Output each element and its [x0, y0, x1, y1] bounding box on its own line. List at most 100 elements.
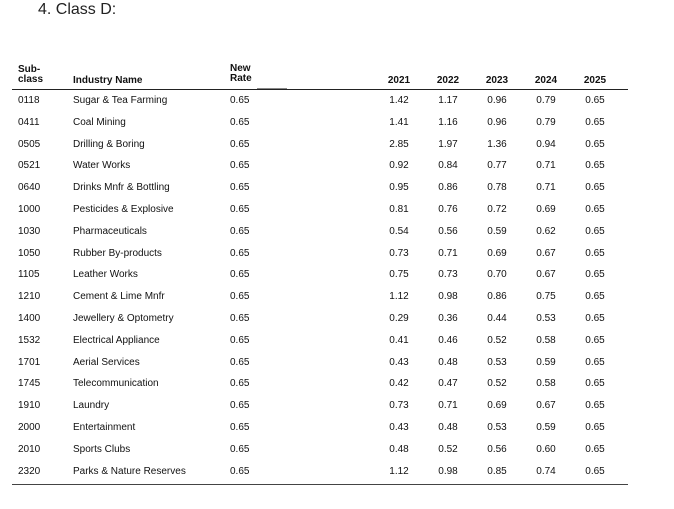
subclass-cell: 0505 [18, 138, 41, 150]
year-value-cell: 0.65 [585, 356, 605, 368]
new-rate-cell: 0.65 [230, 334, 250, 346]
rate-table: Sub- class Industry Name New Rate 2021 2… [12, 63, 628, 486]
table-row: 1105 Leather Works 0.65 0.75 0.73 0.70 0.67 0.6… [12, 264, 628, 286]
subclass-cell: 0521 [18, 160, 41, 172]
year-value-cell: 0.67 [536, 400, 556, 412]
year-value-cell: 1.36 [487, 138, 507, 150]
year-value-cell: 0.98 [438, 291, 458, 303]
year-value-cell: 0.59 [536, 356, 556, 368]
header-new-rate: New Rate [230, 63, 252, 84]
year-value-cell: 0.67 [536, 247, 556, 259]
table-body: 0118 Sugar & Tea Farming 0.65 1.42 1.17 0.96 0… [12, 90, 628, 482]
year-value-cell: 0.65 [585, 247, 605, 259]
table-row: 1400 Jewellery & Optometry 0.65 0.29 0.36 0.4… [12, 308, 628, 330]
industry-name-cell: Sugar & Tea Farming [73, 95, 168, 106]
year-value-cell: 0.58 [536, 378, 556, 390]
year-value-cell: 0.92 [389, 160, 409, 172]
year-value-cell: 0.48 [438, 356, 458, 368]
subclass-cell: 2010 [18, 443, 41, 455]
new-rate-cell: 0.65 [230, 443, 250, 455]
subclass-cell: 0640 [18, 182, 41, 194]
year-value-cell: 0.72 [487, 203, 507, 215]
year-value-cell: 0.56 [487, 443, 507, 455]
year-value-cell: 0.65 [585, 160, 605, 172]
year-value-cell: 0.78 [487, 182, 507, 194]
year-value-cell: 0.65 [585, 312, 605, 324]
year-value-cell: 0.70 [487, 269, 507, 281]
year-value-cell: 0.71 [438, 247, 458, 259]
year-value-cell: 0.65 [585, 225, 605, 237]
year-value-cell: 0.69 [536, 203, 556, 215]
header-subclass: Sub- class [18, 64, 44, 85]
header-rule [257, 88, 287, 89]
year-value-cell: 0.46 [438, 334, 458, 346]
industry-name-cell: Cement & Lime Mnfr [73, 291, 165, 303]
subclass-cell: 1105 [18, 269, 40, 281]
new-rate-cell: 0.65 [230, 421, 250, 433]
year-value-cell: 0.43 [389, 356, 409, 368]
year-value-cell: 0.59 [536, 421, 556, 433]
industry-name-cell: Drinks Mnfr & Bottling [73, 182, 170, 194]
year-value-cell: 0.85 [487, 465, 507, 477]
header-year: 2022 [436, 75, 460, 86]
year-value-cell: 0.29 [389, 312, 409, 324]
year-value-cell: 0.79 [536, 95, 556, 106]
new-rate-cell: 0.65 [230, 116, 250, 128]
year-value-cell: 0.54 [389, 225, 409, 237]
year-value-cell: 1.17 [438, 95, 458, 106]
industry-name-cell: Jewellery & Optometry [73, 312, 174, 324]
new-rate-cell: 0.65 [230, 225, 250, 237]
new-rate-cell: 0.65 [230, 203, 250, 215]
new-rate-cell: 0.65 [230, 160, 250, 172]
table-row: 1745 Telecommunication 0.65 0.42 0.47 0.52 0.5… [12, 373, 628, 395]
table-row: 2320 Parks & Nature Reserves 0.65 1.12 0.98 0… [12, 461, 628, 483]
section-heading: 4. Class D: [38, 1, 117, 18]
year-value-cell: 0.71 [438, 400, 458, 412]
subclass-cell: 2320 [18, 465, 41, 477]
year-value-cell: 0.47 [438, 378, 458, 390]
new-rate-cell: 0.65 [230, 465, 250, 477]
table-row: 0118 Sugar & Tea Farming 0.65 1.42 1.17 0.96 0… [12, 90, 628, 112]
industry-name-cell: Electrical Appliance [73, 334, 160, 346]
table-row: 1532 Electrical Appliance 0.65 0.41 0.46 0.52… [12, 330, 628, 352]
year-value-cell: 0.53 [487, 421, 507, 433]
year-value-cell: 0.56 [438, 225, 458, 237]
header-year: 2024 [534, 75, 558, 86]
new-rate-cell: 0.65 [230, 138, 250, 150]
subclass-cell: 1030 [18, 225, 41, 237]
new-rate-cell: 0.65 [230, 356, 250, 368]
year-value-cell: 0.52 [487, 334, 507, 346]
header-industry-name: Industry Name [73, 75, 143, 86]
year-value-cell: 0.59 [487, 225, 507, 237]
subclass-cell: 1050 [18, 247, 41, 259]
year-value-cell: 0.65 [585, 334, 605, 346]
year-value-cell: 0.65 [585, 116, 605, 128]
year-value-cell: 0.77 [487, 160, 507, 172]
year-value-cell: 0.65 [585, 443, 605, 455]
year-value-cell: 0.76 [438, 203, 458, 215]
subclass-cell: 0118 [18, 95, 40, 106]
table-row: 1050 Rubber By-products 0.65 0.73 0.71 0.69 0.… [12, 243, 628, 265]
subclass-cell: 1532 [18, 334, 41, 346]
year-value-cell: 2.85 [389, 138, 409, 150]
year-value-cell: 0.65 [585, 95, 605, 106]
table-row: 2010 Sports Clubs 0.65 0.48 0.52 0.56 0.60 0.65 [12, 439, 628, 461]
subclass-cell: 1910 [18, 400, 41, 412]
new-rate-cell: 0.65 [230, 400, 250, 412]
table-row: 1701 Aerial Services 0.65 0.43 0.48 0.53 0.59 0… [12, 352, 628, 374]
industry-name-cell: Pesticides & Explosive [73, 203, 174, 215]
new-rate-cell: 0.65 [230, 182, 250, 194]
year-value-cell: 0.43 [389, 421, 409, 433]
industry-name-cell: Entertainment [73, 421, 136, 433]
year-value-cell: 0.65 [585, 400, 605, 412]
year-value-cell: 0.95 [389, 182, 409, 194]
new-rate-cell: 0.65 [230, 247, 250, 259]
subclass-cell: 0411 [18, 116, 40, 128]
year-value-cell: 0.60 [536, 443, 556, 455]
table-row: 0411 Coal Mining 0.65 1.41 1.16 0.96 0.79 0.65 [12, 112, 628, 134]
industry-name-cell: Laundry [73, 400, 110, 412]
year-value-cell: 0.75 [389, 269, 409, 281]
table-row: 0640 Drinks Mnfr & Bottling 0.65 0.95 0.86 0.… [12, 177, 628, 199]
industry-name-cell: Leather Works [73, 269, 138, 281]
table-row: 1000 Pesticides & Explosive 0.65 0.81 0.76 0.… [12, 199, 628, 221]
